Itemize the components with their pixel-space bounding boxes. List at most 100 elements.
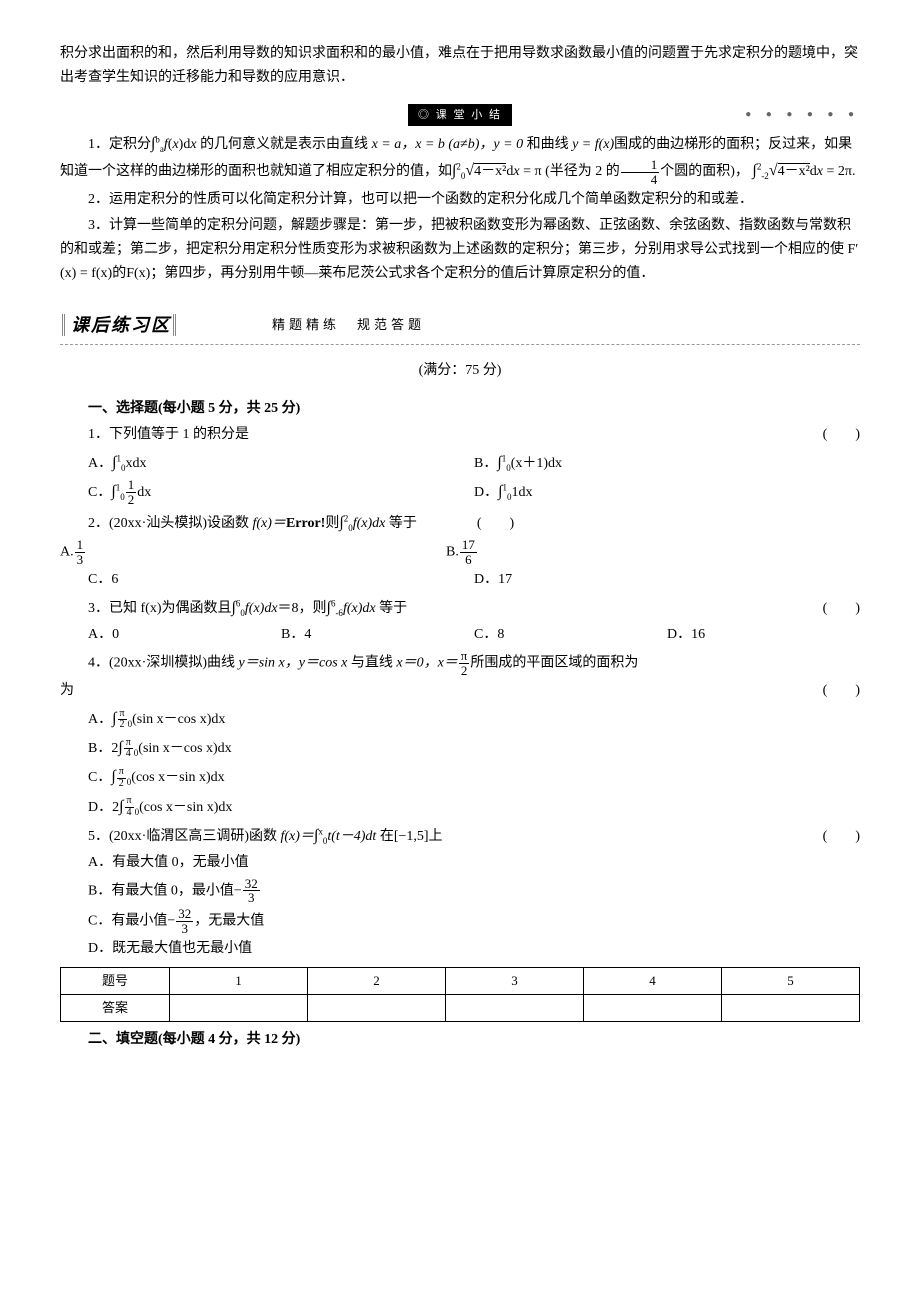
q3-opt-c: C．8 [474,623,667,647]
q5-text-b: 在[−1,5]上 [376,829,442,844]
question-2: 2．(20xx·汕头模拟)设函数 f(x)＝Error!则∫20f(x)dx 等… [88,509,860,536]
answer-paren: ( ) [823,423,860,447]
q1-options-row1: A．∫10xdx B．∫10(x＋1)dx [88,449,860,476]
p1-text-e: (半径为 2 的 [545,164,620,179]
q5-opt-a: A．有最大值 0，无最小值 [88,851,860,875]
p1-text-f: 个圆的面积)， [660,164,749,179]
question-5: 5．(20xx·临渭区高三调研)函数 f(x)＝∫x0t(t－4)dt 在[−1… [88,822,860,849]
ans-cell [584,995,722,1022]
th-5: 5 [722,968,860,995]
q2-opt-b: B.176 [446,538,860,566]
ans-cell [722,995,860,1022]
table-row: 答案 [61,995,860,1022]
summary-point-2: 2．运用定积分的性质可以化简定积分计算，也可以把一个函数的定积分化成几个简单函数… [60,188,860,212]
ans-cell [446,995,584,1022]
vbar-icon [173,314,176,336]
eq-fxeq: f(x)＝ [253,516,286,531]
q2-opt-a: A.13 [60,538,474,566]
th-3: 3 [446,968,584,995]
eq-xb: x = b (a≠b)， [415,137,493,152]
q1-opt-a: A．∫10xdx [88,449,474,476]
q4-text-a: 4．(20xx·深圳模拟)曲线 [88,655,239,670]
q2-text-a: 2．(20xx·汕头模拟)设函数 [88,516,253,531]
p1-text-a: 1．定积分 [88,137,151,152]
th-1: 1 [170,968,308,995]
q2-text-b: 则 [325,516,339,531]
th-number: 题号 [61,968,170,995]
q1-opt-d: D．∫101dx [474,478,860,507]
q3-text-c: 等于 [379,601,407,616]
q4-opt-b: B．2∫π40(sin x－cos x)dx [88,734,860,761]
q1-d-expr: 1dx [512,485,533,500]
pi: π [535,164,542,179]
q5-opt-c: C．有最小值−323，无最大值 [88,907,860,935]
sqrt-expr: 4－x² [474,163,506,179]
q1-opt-c: C．∫1012dx [88,478,474,507]
eq-y0: y = 0 [493,137,523,152]
q3-options: A．0 B．4 C．8 D．16 [88,623,860,647]
answer-paren: ( ) [823,679,860,703]
question-1: 1．下列值等于 1 的积分是 ( ) [88,423,860,447]
vbar-icon [62,314,65,336]
error-text: Error! [286,516,325,531]
eq-eq8: ＝8， [278,601,313,616]
section-1-heading: 一、选择题(每小题 5 分，共 25 分) [60,397,860,421]
q4-text-b: 与直线 [347,655,396,670]
th-2: 2 [308,968,446,995]
summary-point-1: 1．定积分∫baf(x)dx 的几何意义就是表示由直线 x = a，x = b … [60,130,860,186]
eq-xa: x = a， [372,137,416,152]
summary-point-3: 3．计算一些简单的定积分问题，解题步骤是：第一步，把被积函数变形为幂函数、正弦函… [60,214,860,285]
q3-opt-a: A．0 [88,623,281,647]
q2-opt-c: C．6 [88,568,474,592]
q2-options-row1: A.13 B.176 [88,538,860,566]
table-row: 题号 1 2 3 4 5 [61,968,860,995]
q1-c-expr: dx [137,485,151,500]
eq-fxdx: f(x)dx [353,516,386,531]
question-4: 4．(20xx·深圳模拟)曲线 y＝sin x，y＝cos x 与直线 x＝0，… [88,649,860,677]
intro-paragraph: 积分求出面积的和，然后利用导数的知识求面积和的最小值，难点在于把用导数求函数最小… [60,42,860,90]
p1-text-b: 的几何意义就是表示由直线 [200,137,372,152]
answer-paren: ( ) [823,597,860,621]
q2-options-row2: C．6 D．17 [88,568,860,592]
th-4: 4 [584,968,722,995]
q3-opt-d: D．16 [667,623,860,647]
p1-text-c: 和曲线 [523,137,572,152]
q4-opt-a: A．∫π20(sin x－cos x)dx [88,705,860,732]
q1-options-row2: C．∫1012dx D．∫101dx [88,478,860,507]
sqrt-expr-2: 4－x² [778,163,810,179]
q4-opt-d: D．2∫π40(cos x－sin x)dx [88,793,860,820]
question-3: 3．已知 f(x)为偶函数且∫60f(x)dx＝8，则∫6-6f(x)dx 等于… [88,594,860,621]
summary-dots: ● ● ● ● ● ● [745,106,860,123]
q1-a-expr: xdx [126,456,147,471]
q5-opt-b: B．有最大值 0，最小值−323 [88,877,860,905]
q3-text-b: 则 [313,601,327,616]
two-pi: 2π. [838,164,856,179]
question-4-line2: 为 ( ) [60,679,860,703]
q4-text-c: 所围成的平面区域的面积为 [470,655,638,670]
q1-opt-b: B．∫10(x＋1)dx [474,449,860,476]
answer-paren: ( ) [823,825,860,849]
th-answer: 答案 [61,995,170,1022]
frac-1-4: 14 [621,158,660,186]
practice-subtitle: 精题精练 规范答题 [272,314,425,336]
eq-yfx: y = f(x) [572,137,614,152]
q3-text-a: 3．已知 f(x)为偶函数且 [88,601,232,616]
q5-text-a: 5．(20xx·临渭区高三调研)函数 [88,829,281,844]
q1-text: 1．下列值等于 1 的积分是 [88,423,249,447]
answer-paren: ( ) [477,512,514,536]
q2-opt-d: D．17 [474,568,860,592]
answer-table: 题号 1 2 3 4 5 答案 [60,967,860,1022]
practice-title: 课后练习区 [71,310,171,341]
q4-opt-c: C．∫π20(cos x－sin x)dx [88,763,860,790]
full-score: (满分：75 分) [60,359,860,383]
summary-header: ◎ 课 堂 小 结 ● ● ● ● ● ● [60,104,860,127]
practice-header: 课后练习区 精题精练 规范答题 [60,310,860,346]
q2-text-c: 等于 [389,516,417,531]
section-2-heading: 二、填空题(每小题 4 分，共 12 分) [60,1028,860,1052]
q4-wei: 为 [60,679,74,703]
q5-opt-d: D．既无最大值也无最小值 [88,937,860,961]
ans-cell [170,995,308,1022]
q1-b-expr: (x＋1)dx [511,456,562,471]
summary-bar: ◎ 课 堂 小 结 [408,104,512,127]
ans-cell [308,995,446,1022]
